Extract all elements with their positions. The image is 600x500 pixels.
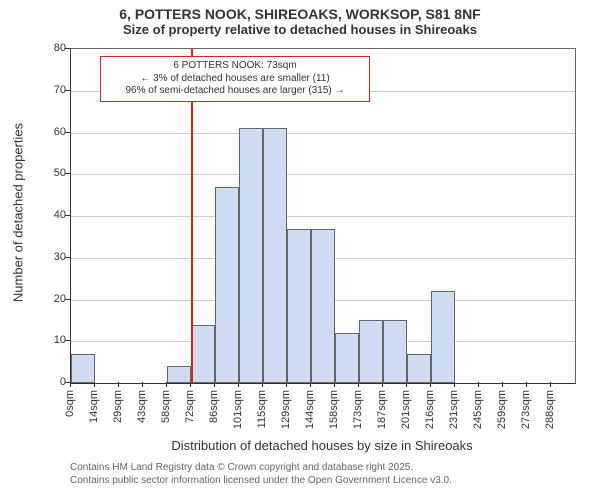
x-tick-label: 231sqm [448,390,460,429]
x-tick-mark [478,382,479,387]
y-tick-label: 60 [36,126,66,138]
histogram-bar [263,128,287,383]
x-tick-label: 29sqm [112,390,124,423]
x-tick-label: 201sqm [400,390,412,429]
histogram-bar [407,354,431,383]
x-tick-label: 144sqm [304,390,316,429]
footer-line-2: Contains public sector information licen… [70,475,452,488]
annotation-line-3: 96% of semi-detached houses are larger (… [107,85,363,98]
histogram-bar [167,366,191,383]
histogram-bar [431,291,455,383]
x-tick-label: 86sqm [208,390,220,423]
footer-line-1: Contains HM Land Registry data © Crown c… [70,462,452,475]
chart-container: 6, POTTERS NOOK, SHIREOAKS, WORKSOP, S81… [0,0,600,500]
y-tick-label: 20 [36,293,66,305]
histogram-bar [311,229,335,383]
histogram-bar [191,325,215,383]
footer-attribution: Contains HM Land Registry data © Crown c… [70,462,452,487]
y-axis-label: Number of detached properties [11,113,26,313]
y-tick-label: 70 [36,84,66,96]
x-tick-mark [526,382,527,387]
histogram-bar [287,229,311,383]
y-tick-label: 10 [36,334,66,346]
title-line-1: 6, POTTERS NOOK, SHIREOAKS, WORKSOP, S81… [0,0,600,22]
histogram-bar [239,128,263,383]
x-tick-label: 158sqm [328,390,340,429]
x-tick-label: 173sqm [352,390,364,429]
y-tick-label: 80 [36,42,66,54]
x-axis-label: Distribution of detached houses by size … [70,438,574,453]
histogram-bar [383,320,407,383]
x-tick-label: 129sqm [280,390,292,429]
y-tick-label: 0 [36,376,66,388]
x-tick-label: 216sqm [424,390,436,429]
histogram-bar [71,354,95,383]
x-tick-label: 101sqm [232,390,244,429]
y-tick-label: 30 [36,251,66,263]
histogram-bar [335,333,359,383]
x-tick-mark [550,382,551,387]
x-tick-label: 288sqm [544,390,556,429]
x-tick-label: 0sqm [64,390,76,417]
y-tick-label: 50 [36,167,66,179]
x-tick-mark [502,382,503,387]
x-tick-label: 43sqm [136,390,148,423]
histogram-bar [215,187,239,383]
gridline [71,174,575,175]
x-tick-label: 187sqm [376,390,388,429]
title-line-2: Size of property relative to detached ho… [0,22,600,37]
gridline [71,216,575,217]
y-tick-label: 40 [36,209,66,221]
x-tick-label: 273sqm [520,390,532,429]
histogram-bar [359,320,383,383]
x-tick-label: 245sqm [472,390,484,429]
annotation-box: 6 POTTERS NOOK: 73sqm ← 3% of detached h… [100,56,370,102]
x-tick-label: 14sqm [88,390,100,423]
gridline [71,133,575,134]
x-tick-label: 58sqm [160,390,172,423]
annotation-line-2: ← 3% of detached houses are smaller (11) [107,73,363,86]
x-tick-label: 72sqm [184,390,196,423]
x-tick-mark [142,382,143,387]
annotation-line-1: 6 POTTERS NOOK: 73sqm [107,60,363,73]
x-tick-label: 115sqm [256,390,268,428]
x-tick-mark [118,382,119,387]
x-tick-label: 259sqm [496,390,508,429]
